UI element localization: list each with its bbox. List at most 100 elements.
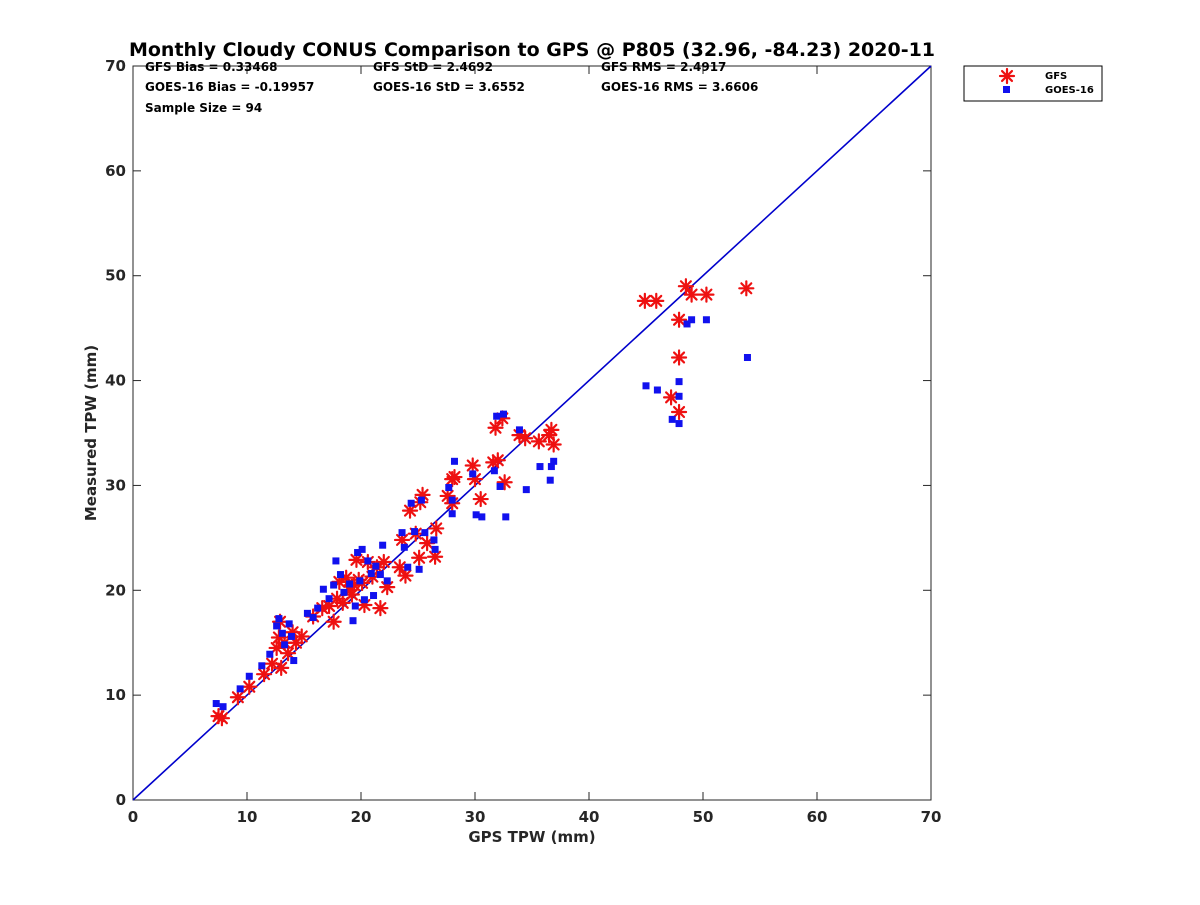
goes16-point [421, 529, 429, 537]
goes16-point [212, 700, 220, 708]
goes16-point [536, 463, 544, 471]
goes16-point [290, 657, 298, 665]
goes16-point [219, 703, 227, 711]
x-tick-label-2: 20 [351, 808, 372, 826]
stat-gfs-rms: GFS RMS = 2.4917 [601, 60, 726, 74]
chart-title: Monthly Cloudy CONUS Comparison to GPS @… [129, 39, 935, 61]
goes16-point [675, 392, 683, 400]
gfs-point [273, 659, 290, 676]
x-tick-label-5: 50 [693, 808, 714, 826]
x-tick-label-0: 0 [128, 808, 138, 826]
gfs-point [293, 628, 310, 645]
goes16-point [319, 585, 327, 593]
x-tick-label-4: 40 [579, 808, 600, 826]
goes16-point [472, 511, 480, 519]
y-tick-label-4: 40 [105, 372, 126, 390]
gfs-point [279, 645, 297, 662]
goes16-point [478, 513, 486, 521]
y-tick-label-0: 0 [116, 791, 126, 809]
y-tick-label-5: 50 [105, 267, 126, 285]
goes16-point [702, 316, 710, 324]
x-tick-label-3: 30 [465, 808, 486, 826]
goes16-point [364, 557, 372, 565]
goes16-point [287, 632, 295, 640]
goes16-point [490, 467, 498, 475]
y-tick-label-7: 70 [105, 57, 126, 75]
goes16-point [379, 541, 387, 549]
goes16-point [547, 463, 555, 471]
goes16-point [400, 543, 408, 551]
gfs-point [348, 551, 365, 568]
goes16-point [550, 457, 558, 465]
gfs-point [256, 666, 273, 683]
goes16-point [354, 549, 362, 557]
y-axis-label: Measured TPW (mm) [82, 345, 100, 521]
goes16-point [398, 529, 406, 537]
goes16-point [493, 412, 501, 420]
gfs-point [241, 678, 258, 695]
goes16-point [448, 510, 456, 518]
goes16-point [266, 650, 274, 658]
x-tick-label-6: 60 [807, 808, 828, 826]
goes16-point [469, 470, 477, 478]
goes16-point [258, 662, 266, 670]
goes16-point [407, 499, 415, 507]
goes16-point [367, 570, 375, 578]
goes16-point [522, 486, 530, 494]
goes16-point [668, 415, 676, 423]
goes16-point [309, 614, 317, 622]
goes16-point [376, 571, 384, 579]
gfs-point [487, 419, 504, 436]
goes16-point [445, 484, 453, 492]
goes16-point [281, 641, 289, 649]
goes16-point [653, 386, 661, 394]
y-tick-label-6: 60 [105, 162, 126, 180]
goes16-point [500, 410, 507, 418]
x-tick-label-1: 10 [237, 808, 258, 826]
legend-gfs-label: GFS [1045, 71, 1067, 82]
goes16-point [450, 457, 458, 465]
gfs-point [466, 471, 484, 488]
gfs-point [738, 280, 755, 297]
goes16-point [351, 602, 359, 610]
stat-sample-size: Sample Size = 94 [145, 101, 262, 115]
y-tick-label-3: 30 [105, 476, 126, 494]
goes16-point [675, 378, 683, 386]
stat-gfs-std: GFS StD = 2.4692 [373, 60, 493, 74]
goes16-point [285, 620, 293, 628]
gfs-point [545, 436, 562, 453]
gfs-point [428, 520, 445, 537]
goes16-point [245, 672, 253, 680]
goes16-point [303, 609, 311, 617]
gfs-point [670, 403, 688, 421]
goes16-point [431, 545, 439, 553]
goes16-point [325, 595, 333, 603]
goes16-point [349, 617, 357, 625]
gfs-point [698, 286, 715, 303]
series-goes16 [212, 316, 751, 711]
goes16-point [275, 615, 283, 623]
goes16-point [332, 557, 340, 565]
goes16-point [496, 482, 504, 490]
gfs-point [325, 613, 342, 630]
gfs-point [411, 549, 428, 566]
gfs-point [464, 457, 481, 474]
goes16-point [314, 604, 322, 612]
gfs-point [489, 452, 506, 469]
stat-goes16-bias: GOES-16 Bias = -0.19957 [145, 80, 314, 94]
gfs-point [401, 502, 419, 519]
goes16-point [336, 571, 344, 579]
legend-goes16-label: GOES-16 [1045, 85, 1094, 96]
goes16-point [430, 536, 438, 544]
gfs-point [472, 490, 489, 508]
goes16-point [546, 476, 554, 484]
y-tick-label-2: 20 [105, 581, 126, 599]
gfs-point [213, 710, 231, 727]
goes16-point [675, 420, 683, 428]
gfs-point [677, 278, 695, 295]
goes16-point [372, 562, 380, 570]
goes16-point [417, 496, 425, 504]
goes16-point [688, 316, 696, 324]
goes16-point [383, 577, 391, 585]
